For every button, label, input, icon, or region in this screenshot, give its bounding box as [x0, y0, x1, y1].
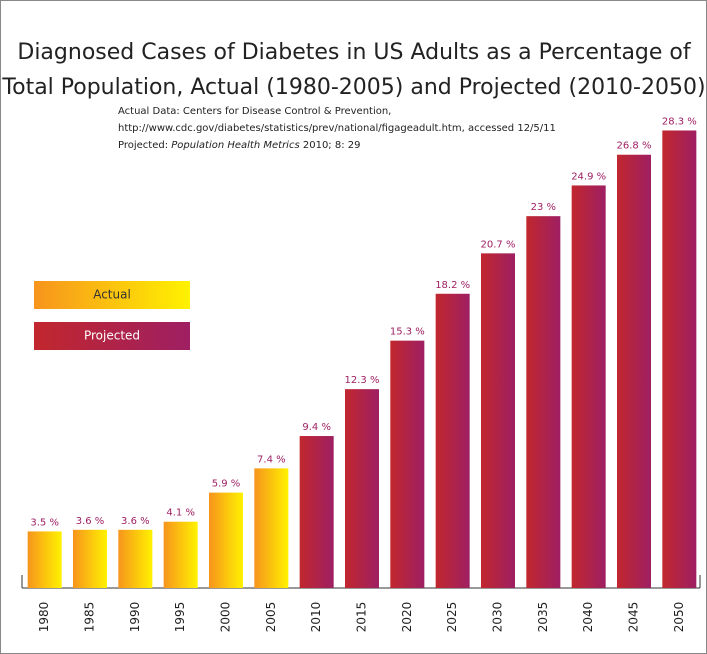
x-tick-label: 2000 — [219, 602, 233, 633]
value-label: 12.3 % — [345, 375, 380, 386]
value-label: 18.2 % — [435, 280, 470, 291]
x-tick-label: 1995 — [173, 602, 187, 633]
value-label: 3.5 % — [30, 517, 59, 528]
bar — [27, 531, 62, 588]
bar — [481, 253, 515, 588]
bar — [118, 529, 153, 588]
bar — [209, 492, 243, 588]
bar — [526, 216, 561, 588]
value-label: 4.1 % — [166, 508, 195, 519]
legend-swatch — [34, 281, 190, 309]
bar — [390, 340, 425, 588]
value-label: 3.6 % — [76, 516, 105, 527]
source-part: Projected: — [118, 140, 168, 151]
x-tick-label: 2045 — [627, 602, 641, 633]
source-part: Population Health Metrics — [171, 140, 299, 151]
bar — [571, 185, 606, 588]
bar — [254, 468, 289, 588]
value-label: 20.7 % — [481, 239, 516, 250]
x-tick-label: 1980 — [37, 602, 51, 633]
source-note: http://www.cdc.gov/diabetes/statistics/p… — [118, 123, 556, 134]
value-label: 9.4 % — [302, 422, 331, 433]
value-label: 28.3 % — [662, 116, 697, 127]
value-label: 24.9 % — [571, 171, 606, 182]
chart-title: Diagnosed Cases of Diabetes in US Adults… — [17, 40, 692, 65]
x-tick-label: 2015 — [355, 602, 369, 633]
source-part: 2010; 8: 29 — [303, 140, 361, 151]
x-tick-label: 1990 — [128, 602, 142, 633]
source-note: Actual Data: Centers for Disease Control… — [118, 106, 391, 117]
bar — [435, 293, 470, 588]
legend-swatch — [34, 322, 190, 350]
bar — [299, 436, 334, 588]
bar — [617, 154, 651, 588]
x-tick-label: 2030 — [491, 602, 505, 633]
value-label: 5.9 % — [212, 479, 241, 490]
legend-label: Actual — [93, 288, 131, 302]
bar — [662, 130, 697, 588]
chart-title: Total Population, Actual (1980-2005) and… — [1, 75, 705, 100]
x-tick-label: 1985 — [83, 602, 97, 633]
x-tick-label: 2040 — [581, 602, 595, 633]
x-tick-label: 2005 — [264, 602, 278, 633]
x-tick-label: 2050 — [672, 602, 686, 633]
value-label: 7.4 % — [257, 454, 286, 465]
value-label: 3.6 % — [121, 516, 150, 527]
bar — [73, 529, 107, 588]
bar — [163, 521, 198, 588]
x-tick-label: 2010 — [309, 602, 323, 633]
source-note: Projected: Population Health Metrics 201… — [118, 140, 361, 151]
value-label: 23 % — [531, 202, 556, 213]
value-label: 15.3 % — [390, 327, 425, 338]
bar — [345, 389, 379, 588]
x-tick-label: 2035 — [536, 602, 550, 633]
x-tick-label: 2025 — [445, 602, 459, 633]
x-tick-label: 2020 — [400, 602, 414, 633]
value-label: 26.8 % — [617, 141, 652, 152]
legend-label: Projected — [84, 329, 140, 343]
